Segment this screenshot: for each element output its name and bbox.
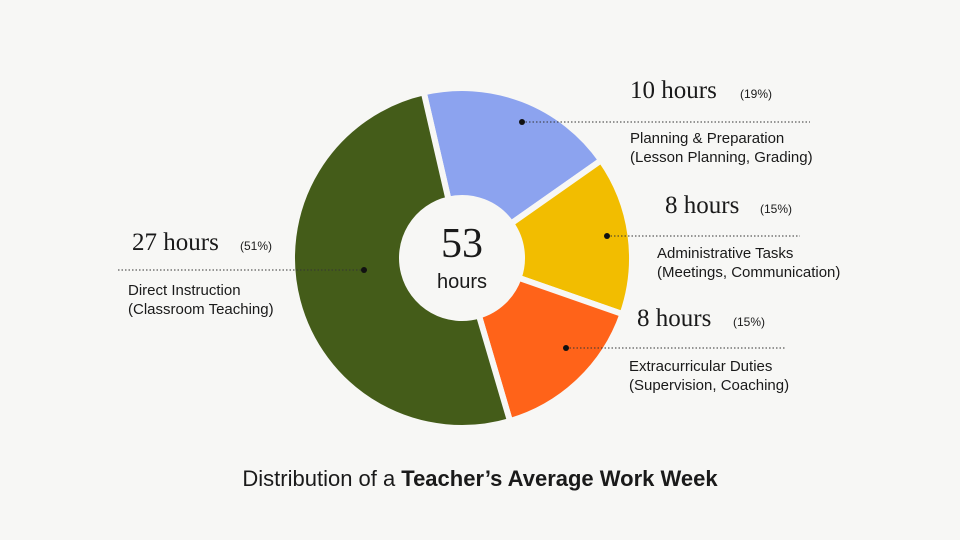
- category-detail: (Supervision, Coaching): [629, 377, 789, 394]
- category-label: Extracurricular Duties: [629, 358, 772, 375]
- category-label: Direct Instruction: [128, 282, 241, 299]
- donut-slice: [475, 274, 626, 425]
- leader-dot: [563, 345, 569, 351]
- center-total: 53: [441, 221, 483, 267]
- value-label: 8 hours: [665, 192, 739, 219]
- donut-slice: [508, 157, 635, 318]
- title-prefix: Distribution of a: [242, 466, 396, 491]
- value-label: 10 hours: [630, 77, 717, 104]
- category-label: Planning & Preparation: [630, 130, 784, 147]
- value-label: 27 hours: [132, 229, 219, 256]
- category-label: Administrative Tasks: [657, 245, 793, 262]
- center-unit: hours: [437, 271, 487, 293]
- percent-label: (19%): [740, 87, 772, 101]
- percent-label: (15%): [733, 315, 765, 329]
- percent-label: (51%): [240, 239, 272, 253]
- percent-label: (15%): [760, 202, 792, 216]
- leader-dot: [361, 267, 367, 273]
- chart-title: Distribution of a Teacher’s Average Work …: [242, 466, 718, 491]
- title-emphasis: Teacher’s Average Work Week: [401, 466, 718, 491]
- category-detail: (Classroom Teaching): [128, 301, 274, 318]
- leader-dot: [519, 119, 525, 125]
- category-detail: (Meetings, Communication): [657, 264, 840, 281]
- category-detail: (Lesson Planning, Grading): [630, 149, 813, 166]
- donut-slice: [289, 89, 513, 431]
- value-label: 8 hours: [637, 305, 711, 332]
- leader-dot: [604, 233, 610, 239]
